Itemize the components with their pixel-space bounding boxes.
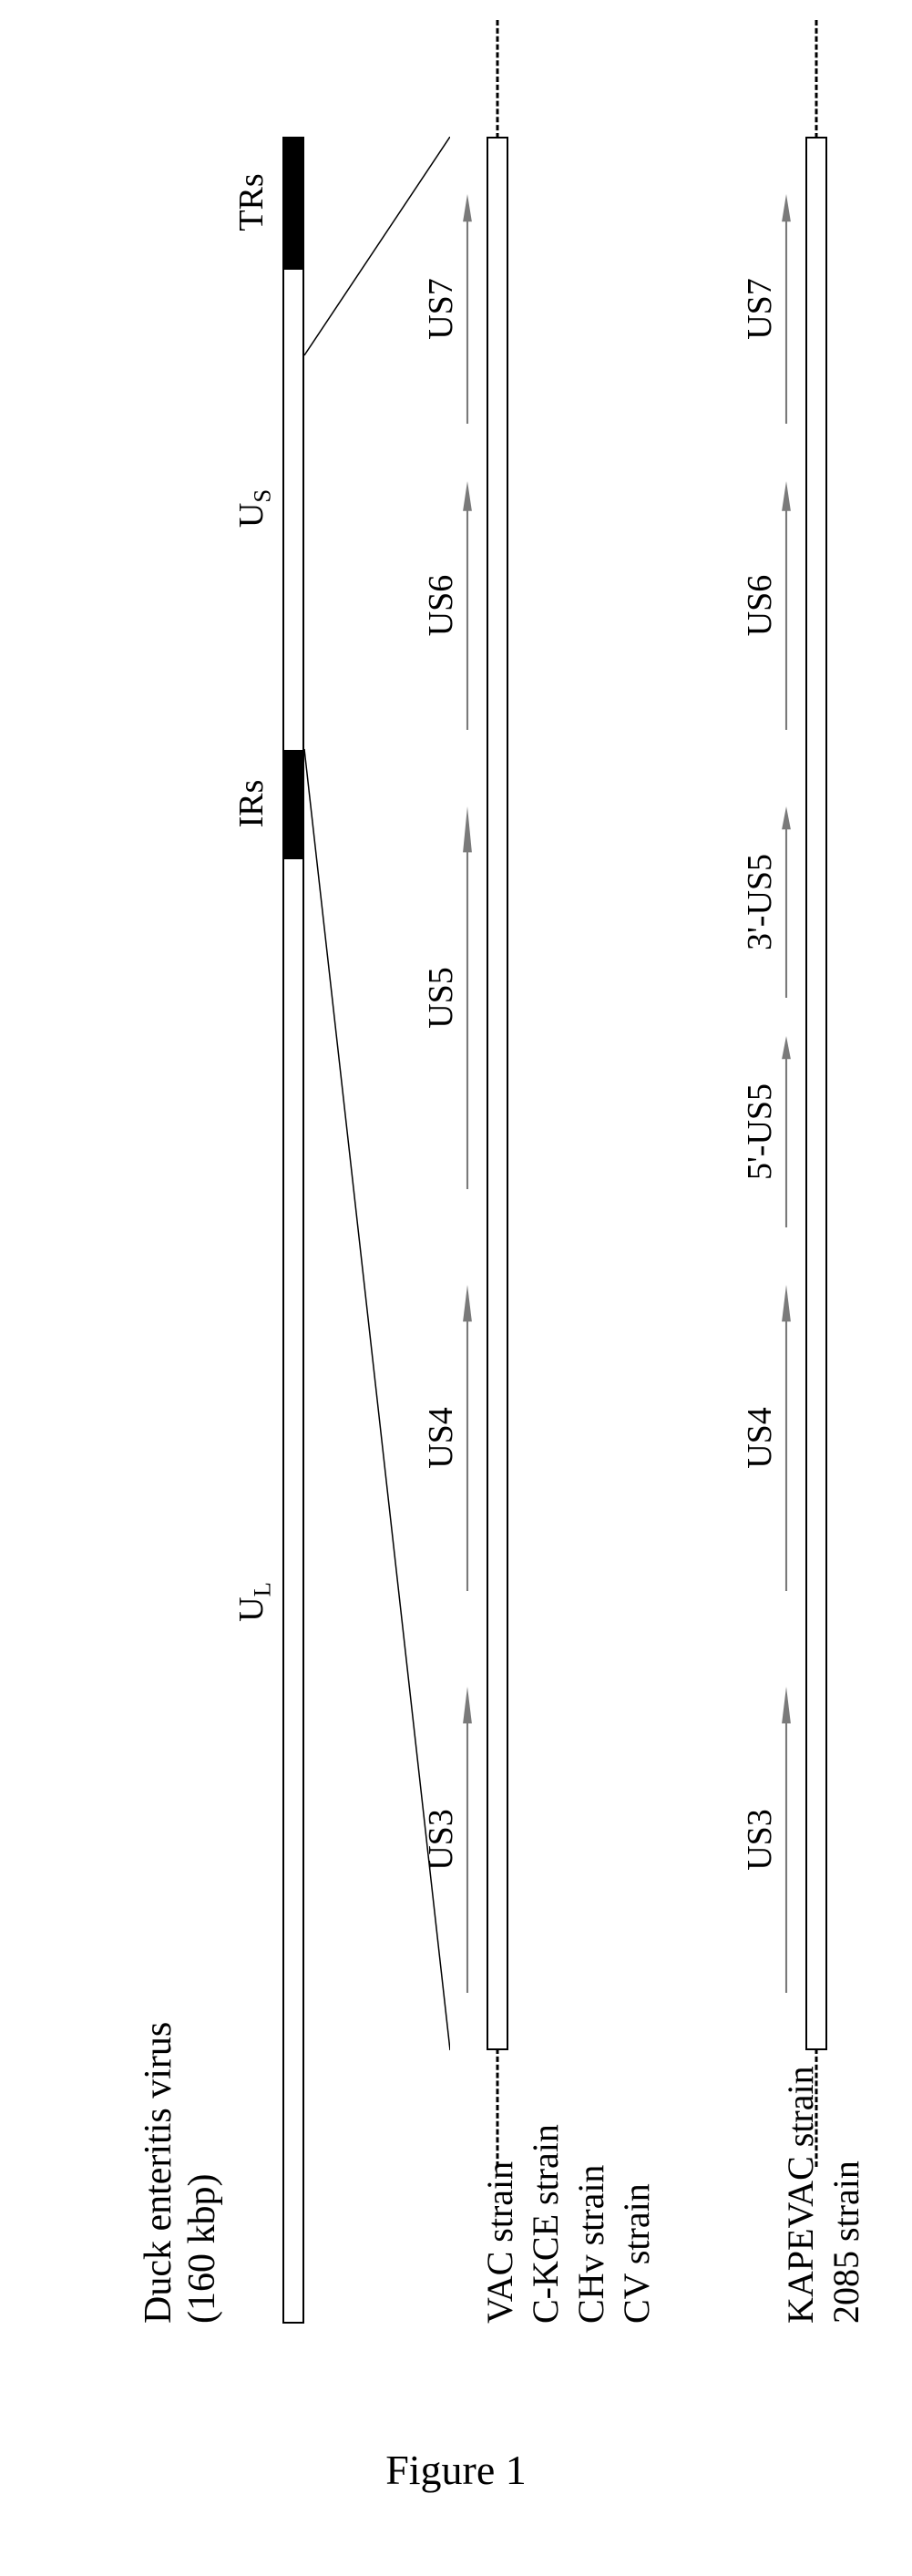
strain-bar-1 (487, 137, 508, 2050)
gene-arrows-row: US3 US4 5'-US5 3'-US5 US6 US7 (742, 137, 796, 2050)
gene-arrow: US7 (423, 194, 477, 424)
gene-label: US4 (421, 1407, 461, 1469)
strain-set-2: KAPEVAC strain 2085 strain US3 US4 5'-US5 3… (742, 137, 869, 2324)
genome-bar (282, 137, 304, 2324)
gene-arrow: US3 (742, 1687, 796, 1993)
dashed-left-icon (497, 2048, 499, 2167)
gene-label: US3 (421, 1809, 461, 1871)
genome-diagram: Duck enteritis virus (160 kbp) UL IRs US… (137, 137, 866, 2324)
genome-labels-row: UL IRs US TRs (231, 137, 273, 2324)
strain-set-1-labels: VAC strain C-KCE strain CHv strain CV st… (423, 2050, 660, 2324)
figure-caption: Figure 1 (385, 2446, 527, 2494)
gene-arrow: US7 (742, 194, 796, 424)
gene-label: 5'-US5 (740, 1083, 780, 1180)
gene-arrow: US5 (423, 806, 477, 1189)
gene-label: US6 (421, 575, 461, 637)
gene-label: 3'-US5 (740, 854, 780, 950)
strain-label: 2085 strain (824, 2050, 869, 2324)
strain-bar-2 (805, 137, 827, 2050)
strain-set-1-diagram: US3 US4 US5 US6 US7 (423, 137, 508, 2050)
gene-label: US3 (740, 1809, 780, 1871)
dashed-right-icon (815, 20, 818, 139)
dashed-right-icon (497, 20, 499, 139)
gene-arrow: US6 (423, 481, 477, 730)
gene-arrow: US4 (423, 1285, 477, 1591)
strain-set-2-labels: KAPEVAC strain 2085 strain (742, 2050, 869, 2324)
strain-label: C-KCE strain (523, 2050, 569, 2324)
gene-arrow: US6 (742, 481, 796, 730)
gene-arrow: 3'-US5 (742, 806, 796, 998)
gene-arrow: US4 (742, 1285, 796, 1591)
genome-label-trs: TRs (231, 173, 272, 231)
gene-arrow: US3 (423, 1687, 477, 1993)
strain-label: CHv strain (569, 2050, 614, 2324)
genome-title-line1: Duck enteritis virus (137, 137, 180, 2324)
genome-label-us: US (231, 489, 277, 528)
strain-set-1: VAC strain C-KCE strain CHv strain CV st… (423, 137, 660, 2324)
gene-label: US4 (740, 1407, 780, 1469)
genome-label-irs: IRs (231, 780, 272, 828)
gene-arrow: 5'-US5 (742, 1036, 796, 1227)
gene-label: US7 (740, 278, 780, 340)
gene-label: US6 (740, 575, 780, 637)
genome-title-line2: (160 kbp) (180, 137, 224, 2324)
genome-label-ul: UL (231, 1582, 277, 1622)
genome-title: Duck enteritis virus (160 kbp) (137, 137, 224, 2324)
gene-arrows-row: US3 US4 US5 US6 US7 (423, 137, 477, 2050)
strain-label: CV strain (614, 2050, 660, 2324)
strain-label: VAC strain (477, 2050, 523, 2324)
strain-set-2-diagram: US3 US4 5'-US5 3'-US5 US6 US7 (742, 137, 827, 2050)
gene-label: US5 (421, 967, 461, 1029)
genome-segment-irs (284, 750, 302, 859)
gene-label: US7 (421, 278, 461, 340)
genome-segment-trs (284, 139, 302, 270)
dashed-left-icon (815, 2048, 818, 2167)
